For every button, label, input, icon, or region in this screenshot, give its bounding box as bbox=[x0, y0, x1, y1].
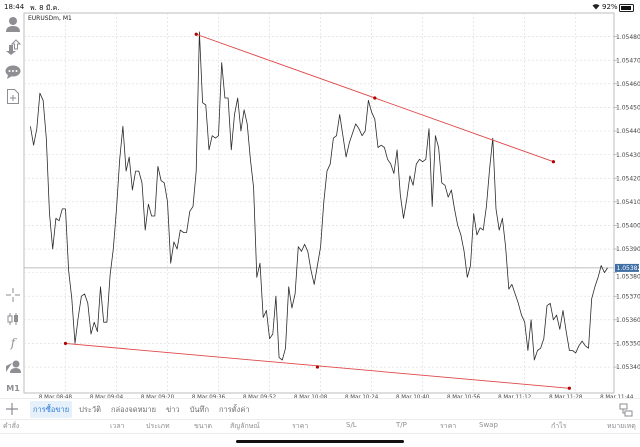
y-tick-label: 1.05410 bbox=[616, 199, 640, 206]
battery-icon bbox=[619, 4, 634, 12]
column-type[interactable]: ประเภท bbox=[146, 422, 170, 430]
home-indicator bbox=[236, 440, 404, 443]
x-tick-label: 8 Mar 10:08 bbox=[294, 395, 328, 401]
x-tick-label: 8 Mar 10:56 bbox=[447, 395, 481, 401]
trendline-anchor-point bbox=[567, 386, 571, 390]
trendline-anchor-point bbox=[194, 32, 198, 36]
y-tick-label: 1.05440 bbox=[616, 128, 640, 135]
column-order[interactable]: คำสั่ง bbox=[3, 422, 20, 430]
x-tick-label: 8 Mar 09:20 bbox=[141, 395, 175, 401]
candlestick-icon[interactable] bbox=[4, 310, 22, 328]
tab-history[interactable]: ประวัติ bbox=[79, 405, 102, 414]
add-icon[interactable] bbox=[5, 401, 19, 417]
x-tick-label: 8 Mar 08:48 bbox=[39, 395, 73, 401]
battery-percent: 92% bbox=[602, 3, 618, 11]
timeframe-button[interactable]: M1 bbox=[6, 383, 20, 393]
objects-icon[interactable] bbox=[4, 357, 22, 375]
x-tick-label: 8 Mar 09:36 bbox=[192, 395, 226, 401]
tab-news[interactable]: ข่าว bbox=[166, 405, 180, 414]
new-document-icon[interactable] bbox=[4, 87, 22, 105]
y-tick-label: 1.05380 bbox=[616, 273, 640, 280]
trendline-anchor-point bbox=[315, 365, 320, 369]
indicator-f-icon[interactable]: f bbox=[10, 336, 16, 350]
y-tick-label: 1.05340 bbox=[616, 364, 640, 371]
current-price-badge bbox=[615, 263, 639, 272]
y-tick-label: 1.05430 bbox=[616, 152, 640, 159]
column-sl[interactable]: S/L bbox=[346, 421, 357, 429]
tab-settings[interactable]: การตั้งค่า bbox=[219, 405, 250, 414]
column-profit[interactable]: กำไร bbox=[551, 422, 567, 430]
divider bbox=[0, 419, 640, 420]
column-swap[interactable]: Swap bbox=[479, 421, 498, 429]
x-tick-label: 8 Mar 11:12 bbox=[498, 395, 531, 401]
status-time: 18:44 bbox=[4, 3, 25, 11]
column-symbol[interactable]: สัญลักษณ์ bbox=[230, 422, 260, 430]
x-tick-label: 8 Mar 10:40 bbox=[396, 395, 430, 401]
x-tick-label: 8 Mar 11:28 bbox=[549, 395, 583, 401]
x-tick-label: 8 Mar 09:52 bbox=[243, 395, 276, 401]
column-time[interactable]: เวลา bbox=[110, 422, 125, 430]
column-tp[interactable]: T/P bbox=[396, 421, 407, 429]
plot-area bbox=[23, 12, 615, 394]
trade-arrows-icon[interactable] bbox=[4, 38, 22, 56]
y-tick-label: 1.05400 bbox=[616, 223, 640, 230]
y-tick-label: 1.05420 bbox=[616, 175, 640, 182]
layout-toggle-icon[interactable] bbox=[619, 402, 633, 417]
y-tick-label: 1.05390 bbox=[616, 246, 640, 253]
tab-journal[interactable]: บันทึก bbox=[189, 405, 210, 414]
x-tick-label: 8 Mar 09:04 bbox=[90, 395, 124, 401]
trendline-anchor-point bbox=[63, 341, 68, 346]
column-volume[interactable]: ขนาด bbox=[194, 422, 213, 430]
divider bbox=[0, 398, 640, 399]
column-price[interactable]: ราคา bbox=[292, 422, 309, 430]
x-tick-label: 8 Mar 10:24 bbox=[345, 395, 379, 401]
x-tick-label: 8 Mar 11:44 bbox=[600, 395, 634, 401]
bottom-tab-bar: การซื้อขาย ประวัติ กล่องจดหมาย ข่าว บันท… bbox=[30, 401, 253, 418]
y-tick-label: 1.05460 bbox=[616, 81, 640, 88]
y-tick-label: 1.05470 bbox=[616, 57, 640, 64]
account-icon[interactable] bbox=[4, 15, 22, 33]
wifi-icon bbox=[592, 3, 600, 12]
y-tick-label: 1.05360 bbox=[616, 317, 640, 324]
trendline-anchor-point bbox=[373, 96, 377, 100]
current-price-label: 1.05382 bbox=[617, 265, 640, 272]
y-tick-label: 1.05450 bbox=[616, 105, 640, 112]
y-tick-label: 1.05480 bbox=[616, 34, 640, 41]
tab-trade[interactable]: การซื้อขาย bbox=[30, 401, 73, 418]
y-tick-label: 1.05350 bbox=[616, 341, 640, 348]
chat-icon[interactable] bbox=[4, 63, 22, 81]
crosshair-icon[interactable] bbox=[4, 286, 22, 304]
y-tick-label: 1.05370 bbox=[616, 293, 640, 300]
chart-symbol-label: EURUSDm, M1 bbox=[28, 15, 72, 22]
tab-mailbox[interactable]: กล่องจดหมาย bbox=[111, 405, 157, 414]
divider bbox=[0, 433, 640, 434]
column-current-price[interactable]: ราคา bbox=[440, 422, 457, 430]
status-date: พ. 8 มี.ค. bbox=[30, 4, 60, 12]
price-chart[interactable]: 1.05480 1.05470 1.05460 1.05450 1.05440 1.054… bbox=[0, 0, 640, 400]
trendline-anchor-point bbox=[551, 160, 556, 164]
column-comment[interactable]: หมายเหตุ bbox=[607, 422, 636, 430]
price-series-line bbox=[30, 31, 608, 361]
